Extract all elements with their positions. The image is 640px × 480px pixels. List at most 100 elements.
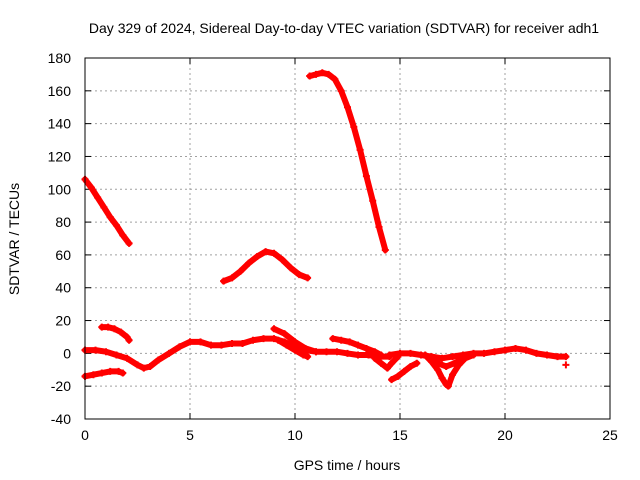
- data-point: [236, 267, 244, 275]
- data-point: [125, 336, 133, 344]
- data-point: [119, 369, 127, 377]
- chart-title: Day 329 of 2024, Sidereal Day-to-day VTE…: [89, 20, 599, 36]
- data-point: [362, 344, 370, 352]
- data-point: [438, 374, 446, 382]
- data-point: [98, 369, 106, 377]
- y-tick-label: 20: [55, 313, 71, 329]
- data-point: [197, 338, 204, 346]
- series-arc-mid-c: [329, 335, 385, 359]
- data-point: [165, 349, 173, 357]
- data-point: [451, 359, 459, 367]
- data-point: [449, 353, 456, 361]
- data-point: [312, 348, 320, 356]
- data-point: [421, 351, 429, 359]
- series-arc-drop-a: [270, 325, 320, 356]
- plot-frame: [84, 57, 611, 420]
- data-point: [287, 264, 295, 272]
- data-point: [543, 351, 551, 359]
- y-tick-label: 180: [48, 50, 72, 66]
- data-point: [425, 354, 433, 362]
- data-point: [262, 248, 270, 256]
- data-point: [89, 371, 97, 379]
- data-point: [100, 203, 108, 211]
- data-point: [329, 335, 337, 343]
- data-point: [371, 354, 379, 362]
- data-point: [299, 351, 307, 359]
- series-last-point: [562, 361, 570, 369]
- data-point: [344, 349, 351, 357]
- data-point: [512, 344, 519, 352]
- series-arc-dip-1: [371, 353, 402, 372]
- series-arc-dip-4: [444, 351, 477, 390]
- data-point: [369, 197, 377, 205]
- data-point: [220, 277, 228, 285]
- data-point: [388, 359, 396, 367]
- x-tick-label: 25: [602, 427, 618, 443]
- series-arc-dip-2: [388, 359, 421, 384]
- series-arc-early-descending: [81, 175, 133, 247]
- x-tick-label: 10: [287, 427, 303, 443]
- data-point: [270, 249, 278, 257]
- data-point: [362, 172, 370, 180]
- data-point: [331, 75, 339, 83]
- data-point: [337, 336, 345, 344]
- series-trace: [82, 176, 133, 247]
- data-point: [442, 362, 450, 370]
- data-point: [125, 239, 133, 247]
- data-point: [207, 341, 215, 349]
- data-point: [106, 213, 114, 221]
- data-point: [377, 359, 385, 367]
- data-point: [375, 223, 383, 231]
- data-point: [146, 362, 154, 370]
- data-point: [383, 364, 391, 372]
- data-point: [253, 253, 261, 261]
- x-tick-label: 15: [392, 427, 408, 443]
- data-point: [304, 353, 312, 361]
- data-point: [283, 341, 291, 349]
- data-point: [344, 103, 351, 111]
- data-point: [346, 338, 354, 346]
- data-point: [554, 353, 561, 361]
- data-point: [110, 325, 118, 333]
- data-point: [281, 330, 288, 338]
- data-point: [278, 256, 286, 264]
- data-point: [98, 323, 106, 331]
- data-point: [155, 356, 162, 364]
- data-point: [377, 351, 385, 359]
- y-tick-label: 60: [55, 247, 71, 263]
- data-point: [400, 367, 408, 375]
- data-point: [562, 353, 570, 361]
- series-arc-early-low: [81, 367, 127, 380]
- data-point: [228, 340, 236, 348]
- data-point: [218, 341, 225, 349]
- data-point: [371, 348, 379, 356]
- data-point: [102, 348, 110, 356]
- y-tick-label: 160: [48, 83, 72, 99]
- data-point: [94, 193, 102, 201]
- data-point: [92, 346, 99, 354]
- data-point: [388, 376, 396, 384]
- data-point: [245, 259, 253, 267]
- data-point: [491, 348, 498, 356]
- data-point: [407, 362, 414, 370]
- data-point: [413, 359, 421, 367]
- series-arc-high-descending: [306, 69, 389, 254]
- y-tick-label: 100: [48, 181, 72, 197]
- series-arc-dip-5: [425, 354, 467, 370]
- y-tick-label: -20: [51, 378, 71, 394]
- data-point: [228, 274, 236, 282]
- data-point: [394, 353, 402, 361]
- y-tick-label: -40: [51, 411, 71, 427]
- data-point: [325, 70, 333, 78]
- series-arc-drop-b: [274, 336, 312, 361]
- data-point: [87, 184, 95, 192]
- data-point: [134, 361, 141, 369]
- data-point: [270, 325, 278, 333]
- data-point: [106, 367, 114, 375]
- data-point: [444, 382, 452, 390]
- data-point: [394, 372, 402, 380]
- data-point: [407, 349, 414, 357]
- data-point: [291, 346, 299, 354]
- data-point: [260, 335, 267, 343]
